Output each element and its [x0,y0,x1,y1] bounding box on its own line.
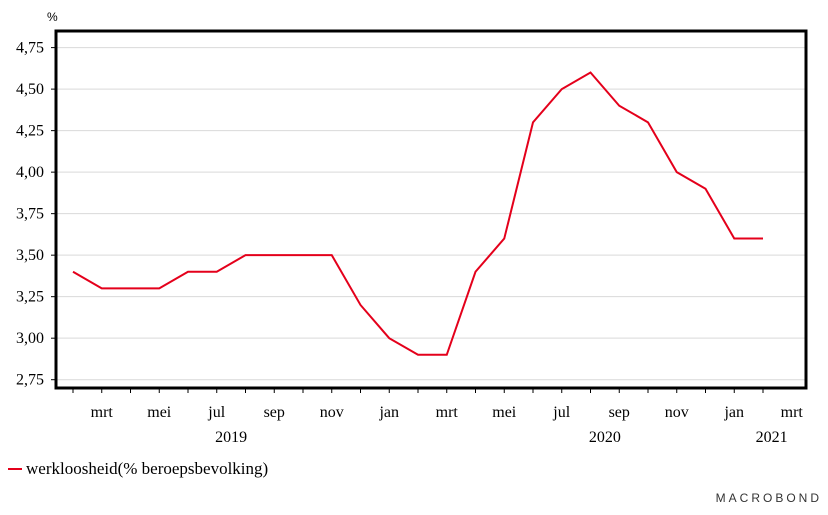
x-axis-ticks: mrt mei jul sep nov jan mrt mei jul sep nov jan mrt [72,388,804,421]
gridlines [56,47,806,381]
year-label: 2019 [215,429,247,446]
x-tick-label: jul [207,404,225,421]
y-axis-unit: % [47,10,58,24]
y-tick-label: 4,00 [16,164,44,181]
year-label: 2021 [756,429,788,446]
x-tick-label: sep [609,404,630,421]
x-tick-label: sep [264,404,285,421]
x-tick-label: mei [147,404,172,421]
x-tick-label: jul [552,404,570,421]
series-line-werkloosheid [72,71,763,356]
y-tick-label: 4,50 [16,81,44,98]
year-labels: 2019 2020 2021 [215,429,788,446]
legend: werkloosheid(% beroepsbevolking) [8,459,268,479]
x-tick-label: mrt [436,404,459,421]
legend-label: werkloosheid(% beroepsbevolking) [26,459,269,478]
y-tick-label: 2,75 [16,372,44,389]
y-tick-label: 4,75 [16,40,44,57]
x-tick-label: jan [723,404,744,421]
year-label: 2020 [589,429,621,446]
x-tick-label: nov [665,404,689,421]
plot-frame [54,29,808,390]
y-tick-label: 4,25 [16,123,44,140]
x-tick-label: mrt [91,404,114,421]
y-axis-ticks: 2,75 3,00 3,25 3,50 3,75 4,00 4,25 4,50 4,75 [16,40,56,389]
x-tick-label: mrt [781,404,804,421]
y-tick-label: 3,25 [16,289,44,306]
y-tick-label: 3,75 [16,206,44,223]
legend-swatch [8,468,22,470]
macrobond-logo: MACROBOND [715,491,822,505]
y-tick-label: 3,00 [16,330,44,347]
x-tick-label: jan [378,404,399,421]
x-tick-label: mei [492,404,517,421]
y-tick-label: 3,50 [16,247,44,264]
x-tick-label: nov [320,404,344,421]
